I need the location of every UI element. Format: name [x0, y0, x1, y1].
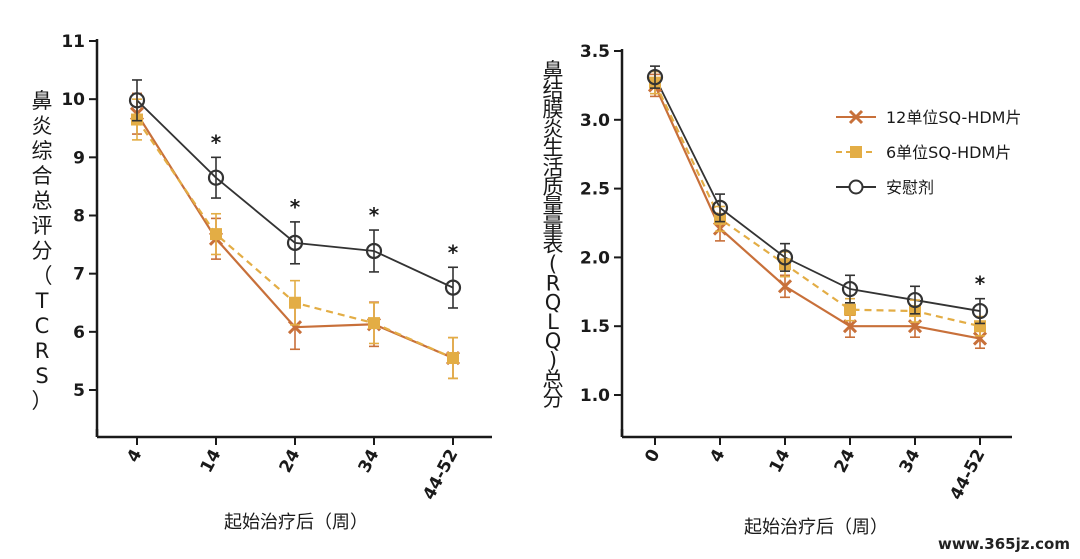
- x-tick-label: 24: [831, 446, 860, 476]
- y-axis-title: 鼻炎综合总评分（ T C R S）: [32, 89, 53, 413]
- data-point-circle: [841, 280, 859, 298]
- significance-star: *: [975, 272, 986, 296]
- significance-star: *: [448, 240, 459, 264]
- x-tick-label: 44-52: [419, 446, 462, 503]
- series-line-1: [654, 82, 981, 328]
- significance-star: *: [211, 130, 222, 154]
- data-point-circle: [776, 249, 794, 266]
- y-tick-label: 3.5: [580, 42, 610, 62]
- data-point-circle: [128, 92, 146, 109]
- series-line-2: [654, 76, 981, 312]
- x-tick-label: 24: [276, 446, 305, 476]
- legend-marker-x: [848, 109, 864, 125]
- y-tick-label: 2.5: [580, 180, 610, 200]
- left-chart: 5 6 7 8 9 10 11 4 14 24 34 44-52 * * * * 鼻炎综合总评分（ T C R S ） 起始…: [32, 32, 492, 533]
- x-tick-label: 34: [896, 446, 925, 476]
- data-point-circle: [286, 234, 304, 251]
- data-point-square: [289, 296, 301, 309]
- legend-marker-square: [850, 146, 862, 158]
- data-point-square: [210, 228, 222, 241]
- data-point-circle: [207, 169, 225, 186]
- series-line-0: [653, 84, 981, 340]
- legend-label: 6单位SQ-HDM片: [886, 143, 1011, 162]
- right-chart: 1.0 1.5 2.0 2.5 3.0 3.5 0 4 14 24 34 44-52 * 鼻结膜炎生活质量…: [543, 42, 1012, 538]
- data-point-circle: [971, 302, 989, 320]
- y-tick-label: 7: [73, 265, 85, 285]
- watermark: www.365jz.com: [938, 535, 1070, 553]
- x-axis-title: 起始治疗后（周）: [744, 517, 888, 538]
- y-tick-label: 10: [61, 90, 85, 110]
- y-tick-label: 6: [73, 323, 85, 343]
- data-point-circle: [365, 242, 383, 260]
- y-tick-label: 9: [73, 148, 85, 168]
- significance-star: *: [369, 203, 380, 227]
- data-point-square: [844, 303, 856, 316]
- y-tick-label: 8: [73, 207, 85, 227]
- y-tick-label: 5: [73, 381, 85, 401]
- significance-star: *: [290, 195, 301, 219]
- x-axis-title: 起始治疗后（周）: [224, 512, 368, 533]
- legend-label: 12单位SQ-HDM片: [886, 108, 1022, 127]
- x-tick-label: 4: [123, 446, 146, 466]
- x-tick-label: 0: [641, 446, 664, 466]
- y-tick-label: 2.0: [580, 248, 610, 268]
- y-tick-label: 3.0: [580, 111, 610, 131]
- x-tick-label: 14: [197, 446, 226, 476]
- data-point-circle: [444, 279, 462, 296]
- data-point-x: [287, 320, 303, 335]
- x-tick-label: 44-52: [946, 446, 989, 503]
- x-tick-label: 34: [355, 446, 384, 476]
- x-tick-label: 14: [766, 446, 795, 476]
- data-point-circle: [711, 199, 729, 216]
- y-axis-title: 鼻结膜炎生活质量量表(R Q L Q)总分: [543, 59, 564, 411]
- data-point-x: [777, 279, 793, 294]
- data-point-x: [842, 319, 858, 334]
- data-point-circle: [646, 69, 664, 86]
- y-tick-label: 1.5: [580, 317, 610, 337]
- y-tick-label: 1.0: [580, 386, 610, 406]
- data-point-square: [368, 317, 380, 330]
- legend-marker-circle: [848, 179, 864, 195]
- data-point-square: [447, 352, 459, 365]
- legend-label: 安慰剂: [886, 178, 934, 197]
- data-point-circle: [906, 291, 924, 309]
- data-point-x: [972, 331, 988, 346]
- y-tick-label: 11: [61, 32, 85, 52]
- x-tick-label: 4: [706, 446, 729, 466]
